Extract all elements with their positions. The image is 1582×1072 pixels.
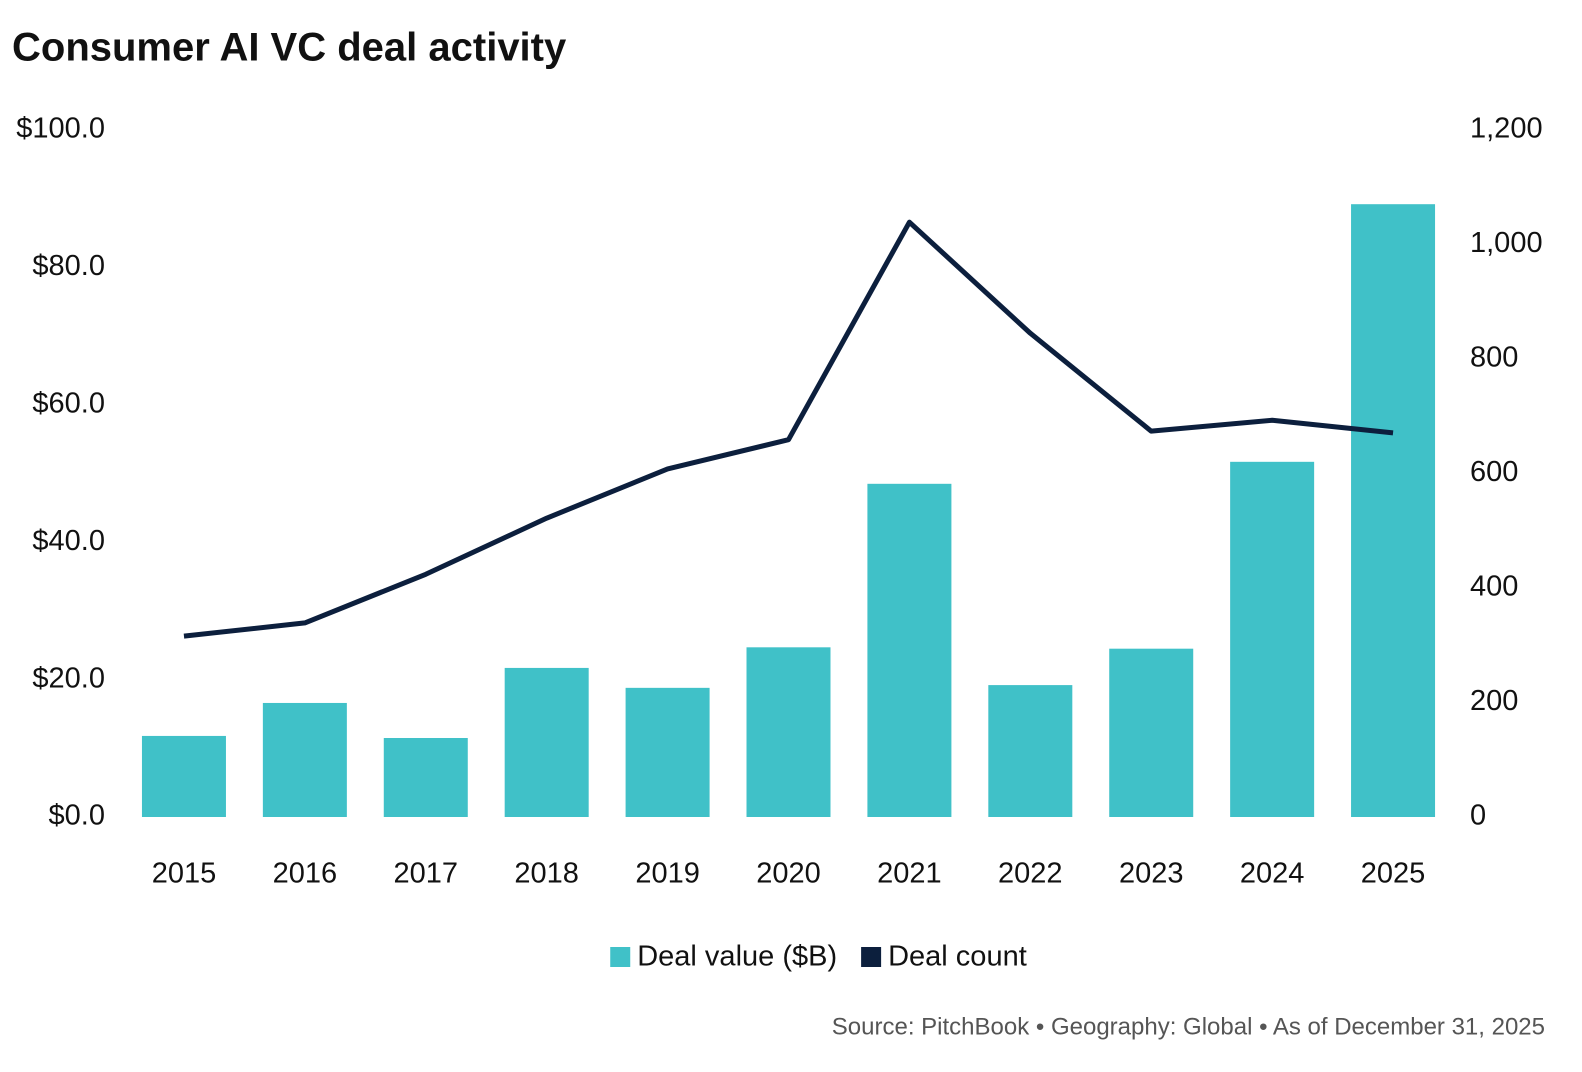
chart-title: Consumer AI VC deal activity <box>12 26 567 70</box>
y2-tick-label: 400 <box>1470 571 1518 603</box>
y-tick-label: $100.0 <box>16 113 105 145</box>
legend-label: Deal count <box>888 941 1027 973</box>
y-tick-label: $80.0 <box>32 250 105 282</box>
x-tick-label: 2023 <box>1119 858 1184 890</box>
y2-tick-label: 200 <box>1470 685 1518 717</box>
y-tick-label: $60.0 <box>32 387 105 419</box>
x-tick-label: 2024 <box>1240 858 1305 890</box>
bar <box>746 647 831 817</box>
y2-tick-label: 800 <box>1470 342 1518 374</box>
x-tick-label: 2016 <box>273 858 338 890</box>
source-note: Source: PitchBook • Geography: Global • … <box>832 1013 1545 1040</box>
x-tick-label: 2022 <box>998 858 1063 890</box>
x-tick-label: 2015 <box>152 858 217 890</box>
x-tick-label: 2021 <box>877 858 942 890</box>
bar <box>1109 648 1194 817</box>
bar <box>504 667 589 817</box>
bar <box>141 735 226 817</box>
bar <box>383 737 468 817</box>
x-tick-label: 2020 <box>756 858 821 890</box>
bar <box>625 687 710 817</box>
y-tick-label: $0.0 <box>49 800 105 832</box>
x-tick-label: 2018 <box>514 858 579 890</box>
bar <box>988 685 1073 817</box>
line <box>183 219 1394 639</box>
legend-label: Deal value ($B) <box>637 941 837 973</box>
legend-swatch <box>861 947 882 967</box>
y2-tick-label: 0 <box>1470 800 1486 832</box>
bar <box>1230 461 1315 817</box>
legend: Deal value ($B) Deal count <box>610 941 1027 973</box>
x-tick-label: 2019 <box>635 858 700 890</box>
y2-tick-label: 600 <box>1470 456 1518 488</box>
x-tick-label: 2017 <box>394 858 459 890</box>
y-tick-label: $40.0 <box>32 525 105 557</box>
bar <box>262 702 347 817</box>
x-tick-label: 2025 <box>1361 858 1426 890</box>
bar <box>867 483 952 817</box>
y-tick-label: $20.0 <box>32 662 105 694</box>
bar <box>1351 204 1436 818</box>
y2-tick-label: 1,200 <box>1470 113 1543 145</box>
y2-tick-label: 1,000 <box>1470 227 1543 259</box>
legend-swatch <box>610 947 631 967</box>
